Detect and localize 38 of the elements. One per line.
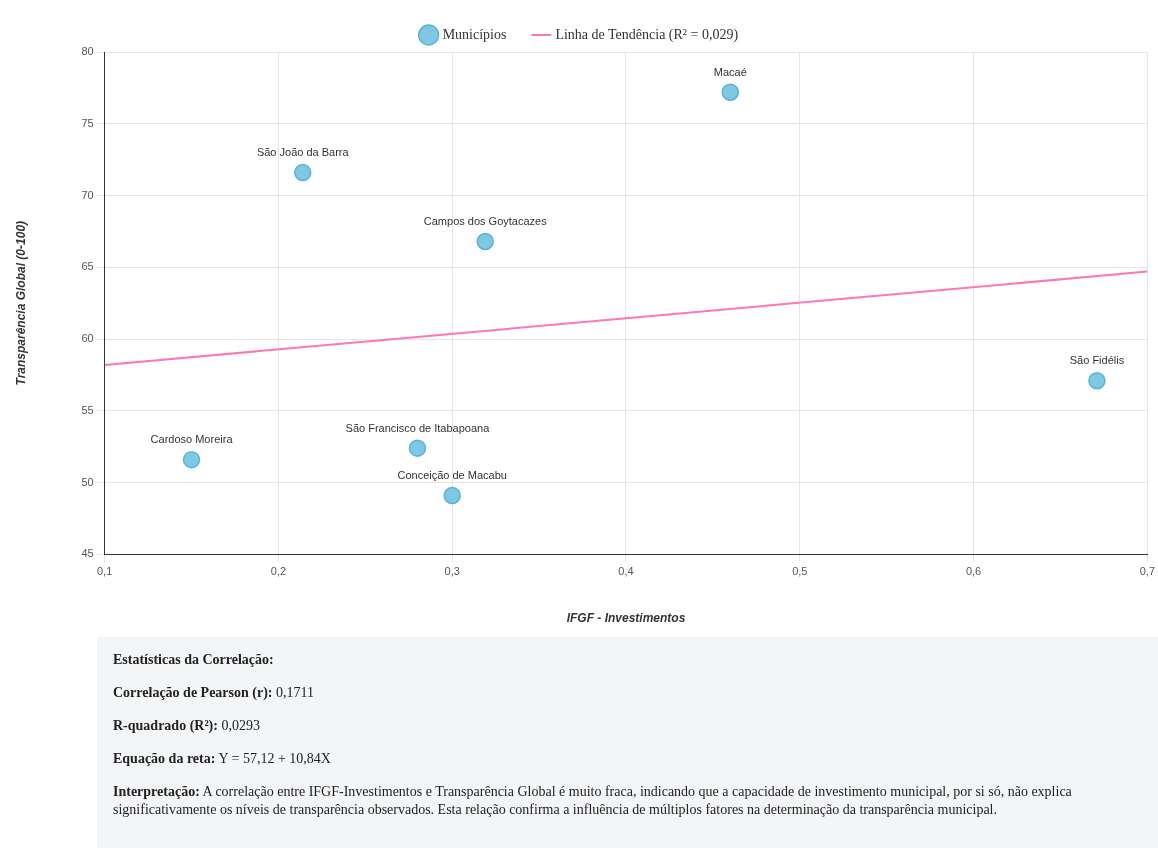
text: Correlação de Pearson (r): 0,1711 — [113, 683, 315, 702]
point — [294, 163, 312, 182]
legend-label: Municípios — [442, 26, 507, 42]
x-tick-label: 0,5 — [792, 565, 808, 578]
y-axis-title: Transparência Global (0-100) — [13, 220, 28, 386]
annotation: Cardoso Moreira — [150, 433, 234, 446]
point — [1088, 371, 1106, 390]
text: Interpretação: A correlação entre IFGF-Investimentos e Transparência Global é muito fraca, indicando que a capacidade de investimento municipal, por si só, não explica significativamente os níveis de transparência observados. Esta relação confirma a influência de múltiplos fatores na determinação da transparência municipal. — [113, 782, 1073, 820]
x-tick-label: 0,7 — [1139, 565, 1155, 578]
point — [721, 83, 740, 101]
y-tick-label: 75 — [81, 116, 94, 129]
annotation: São João da Barra — [256, 146, 350, 159]
y-tick-label: 50 — [81, 475, 94, 488]
y-tick-label: 70 — [81, 188, 94, 201]
y-tick-label: 80 — [81, 45, 94, 58]
annotation: Campos dos Goytacazes — [423, 215, 548, 228]
x-tick-label: 0,6 — [965, 565, 982, 578]
text: Equação da reta: Y = 57,12 + 10,84X — [113, 749, 332, 768]
legend-label: Linha de Tendência (R² = 0,029) — [555, 26, 739, 43]
x-axis-title: IFGF - Investimentos — [566, 611, 686, 626]
y-tick-label: 55 — [81, 403, 94, 416]
x-tick-label: 0,2 — [270, 565, 287, 578]
annotation: Conceição de Macabu — [397, 469, 507, 482]
point — [182, 450, 201, 469]
annotation: São Francisco de Itabapoana — [345, 421, 491, 434]
text: R-quadrado (R²): 0,0293 — [113, 716, 261, 735]
x-tick-label: 0,4 — [618, 565, 634, 578]
x-tick-label: 0,3 — [444, 565, 460, 578]
point — [476, 232, 494, 251]
y-tick-label: 60 — [81, 332, 94, 345]
point — [443, 486, 461, 505]
y-tick-label: 65 — [81, 260, 94, 273]
annotation: Macaé — [713, 65, 747, 78]
annotation: São Fidélis — [1069, 354, 1125, 367]
x-tick-label: 0,1 — [96, 565, 113, 578]
text: Estatísticas da Correlação: — [113, 652, 274, 667]
y-tick-label: 45 — [81, 547, 94, 560]
point — [408, 439, 427, 457]
